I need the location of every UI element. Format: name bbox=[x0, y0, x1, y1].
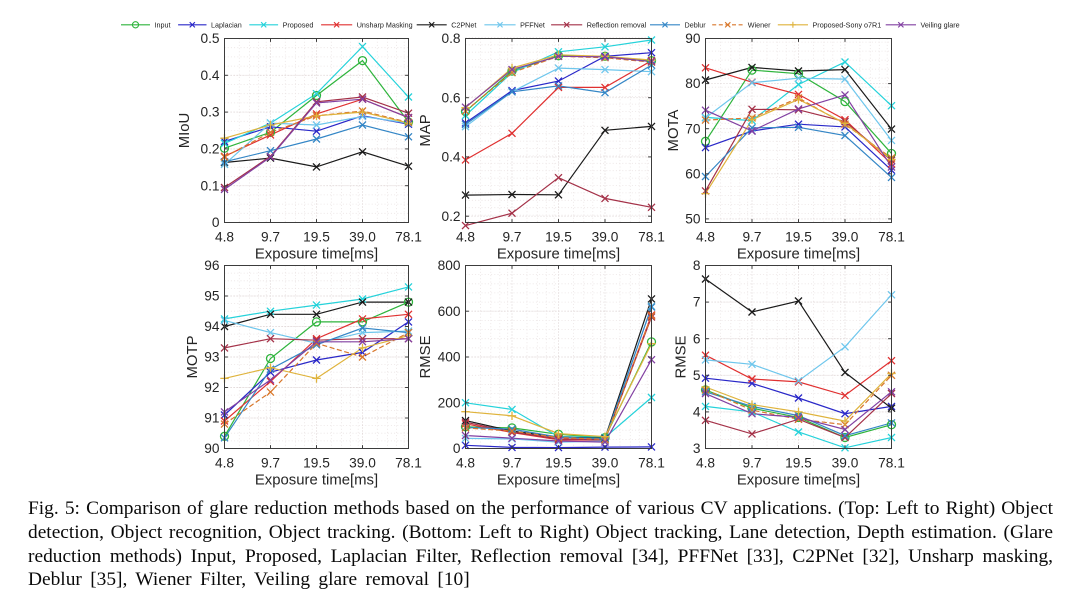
svg-text:78.1: 78.1 bbox=[638, 455, 665, 470]
svg-text:MIoU: MIoU bbox=[177, 113, 193, 149]
svg-text:MOTA: MOTA bbox=[666, 109, 682, 151]
svg-text:600: 600 bbox=[438, 304, 461, 319]
svg-text:RMSE: RMSE bbox=[418, 335, 434, 378]
svg-text:C2PNet: C2PNet bbox=[451, 20, 476, 29]
svg-text:Exposure time[ms]: Exposure time[ms] bbox=[255, 247, 378, 263]
svg-text:0.2: 0.2 bbox=[200, 142, 219, 157]
svg-text:78.1: 78.1 bbox=[638, 229, 665, 244]
svg-text:0.4: 0.4 bbox=[200, 68, 219, 83]
svg-text:80: 80 bbox=[685, 76, 701, 91]
svg-text:39.0: 39.0 bbox=[832, 229, 859, 244]
svg-text:19.5: 19.5 bbox=[785, 455, 812, 470]
svg-text:0: 0 bbox=[212, 215, 220, 230]
svg-text:39.0: 39.0 bbox=[349, 455, 376, 470]
svg-text:PFFNet: PFFNet bbox=[520, 20, 545, 29]
svg-text:5: 5 bbox=[693, 368, 701, 383]
svg-text:MOTP: MOTP bbox=[185, 335, 201, 378]
svg-text:9.7: 9.7 bbox=[502, 455, 521, 470]
svg-text:Exposure time[ms]: Exposure time[ms] bbox=[497, 473, 620, 489]
svg-text:9.7: 9.7 bbox=[261, 229, 280, 244]
svg-text:9.7: 9.7 bbox=[742, 229, 761, 244]
svg-text:Input: Input bbox=[155, 20, 171, 29]
svg-text:78.1: 78.1 bbox=[395, 229, 422, 244]
svg-text:0.6: 0.6 bbox=[441, 90, 460, 105]
svg-text:4.8: 4.8 bbox=[456, 455, 475, 470]
svg-text:39.0: 39.0 bbox=[832, 455, 859, 470]
svg-text:4.8: 4.8 bbox=[696, 229, 715, 244]
svg-text:4.8: 4.8 bbox=[456, 229, 475, 244]
svg-text:800: 800 bbox=[438, 258, 461, 273]
svg-text:Proposed: Proposed bbox=[283, 20, 314, 29]
svg-text:Exposure time[ms]: Exposure time[ms] bbox=[497, 247, 620, 263]
svg-text:9.7: 9.7 bbox=[742, 455, 761, 470]
svg-text:Exposure time[ms]: Exposure time[ms] bbox=[737, 247, 860, 263]
svg-text:MAP: MAP bbox=[418, 114, 434, 146]
svg-text:Proposed-Sony o7R1: Proposed-Sony o7R1 bbox=[813, 20, 882, 29]
svg-text:94: 94 bbox=[204, 319, 220, 334]
svg-text:39.0: 39.0 bbox=[592, 229, 619, 244]
svg-text:4.8: 4.8 bbox=[215, 455, 234, 470]
svg-text:9.7: 9.7 bbox=[502, 229, 521, 244]
svg-text:Exposure time[ms]: Exposure time[ms] bbox=[737, 473, 860, 489]
svg-text:4.8: 4.8 bbox=[696, 455, 715, 470]
svg-text:RMSE: RMSE bbox=[674, 335, 690, 378]
svg-text:9.7: 9.7 bbox=[261, 455, 280, 470]
svg-text:19.5: 19.5 bbox=[303, 455, 330, 470]
svg-text:92: 92 bbox=[204, 380, 219, 395]
svg-text:Deblur: Deblur bbox=[685, 20, 707, 29]
svg-text:78.1: 78.1 bbox=[878, 229, 905, 244]
svg-text:19.5: 19.5 bbox=[785, 229, 812, 244]
svg-text:4.8: 4.8 bbox=[215, 229, 234, 244]
svg-text:95: 95 bbox=[204, 289, 220, 304]
svg-text:3: 3 bbox=[693, 441, 701, 456]
svg-text:39.0: 39.0 bbox=[349, 229, 376, 244]
svg-text:70: 70 bbox=[685, 121, 701, 136]
svg-text:19.5: 19.5 bbox=[303, 229, 330, 244]
svg-text:400: 400 bbox=[438, 350, 461, 365]
svg-text:Exposure time[ms]: Exposure time[ms] bbox=[255, 473, 378, 489]
svg-text:19.5: 19.5 bbox=[545, 229, 572, 244]
svg-text:0.5: 0.5 bbox=[200, 31, 219, 46]
svg-text:8: 8 bbox=[693, 258, 701, 273]
svg-text:90: 90 bbox=[685, 31, 701, 46]
svg-text:0.4: 0.4 bbox=[441, 150, 460, 165]
svg-text:Reflection removal: Reflection removal bbox=[587, 20, 647, 29]
svg-text:78.1: 78.1 bbox=[395, 455, 422, 470]
svg-text:60: 60 bbox=[685, 166, 701, 181]
svg-text:96: 96 bbox=[204, 258, 220, 273]
svg-text:78.1: 78.1 bbox=[878, 455, 905, 470]
svg-text:Laplacian: Laplacian bbox=[211, 20, 242, 29]
svg-text:200: 200 bbox=[438, 395, 461, 410]
svg-text:Unsharp Masking: Unsharp Masking bbox=[357, 20, 413, 29]
svg-text:90: 90 bbox=[204, 441, 220, 456]
svg-text:0.3: 0.3 bbox=[200, 105, 219, 120]
svg-text:93: 93 bbox=[204, 350, 220, 365]
svg-text:0.2: 0.2 bbox=[441, 209, 460, 224]
svg-text:0.1: 0.1 bbox=[200, 178, 219, 193]
svg-text:39.0: 39.0 bbox=[592, 455, 619, 470]
svg-text:7: 7 bbox=[693, 295, 701, 310]
svg-text:4: 4 bbox=[693, 405, 701, 420]
svg-text:0.8: 0.8 bbox=[441, 31, 460, 46]
svg-text:91: 91 bbox=[204, 411, 219, 426]
svg-text:0: 0 bbox=[453, 441, 461, 456]
svg-text:Veiling glare: Veiling glare bbox=[921, 20, 960, 29]
svg-text:Wiener: Wiener bbox=[748, 20, 771, 29]
svg-text:6: 6 bbox=[693, 331, 701, 346]
svg-text:50: 50 bbox=[685, 212, 701, 227]
svg-text:19.5: 19.5 bbox=[545, 455, 572, 470]
